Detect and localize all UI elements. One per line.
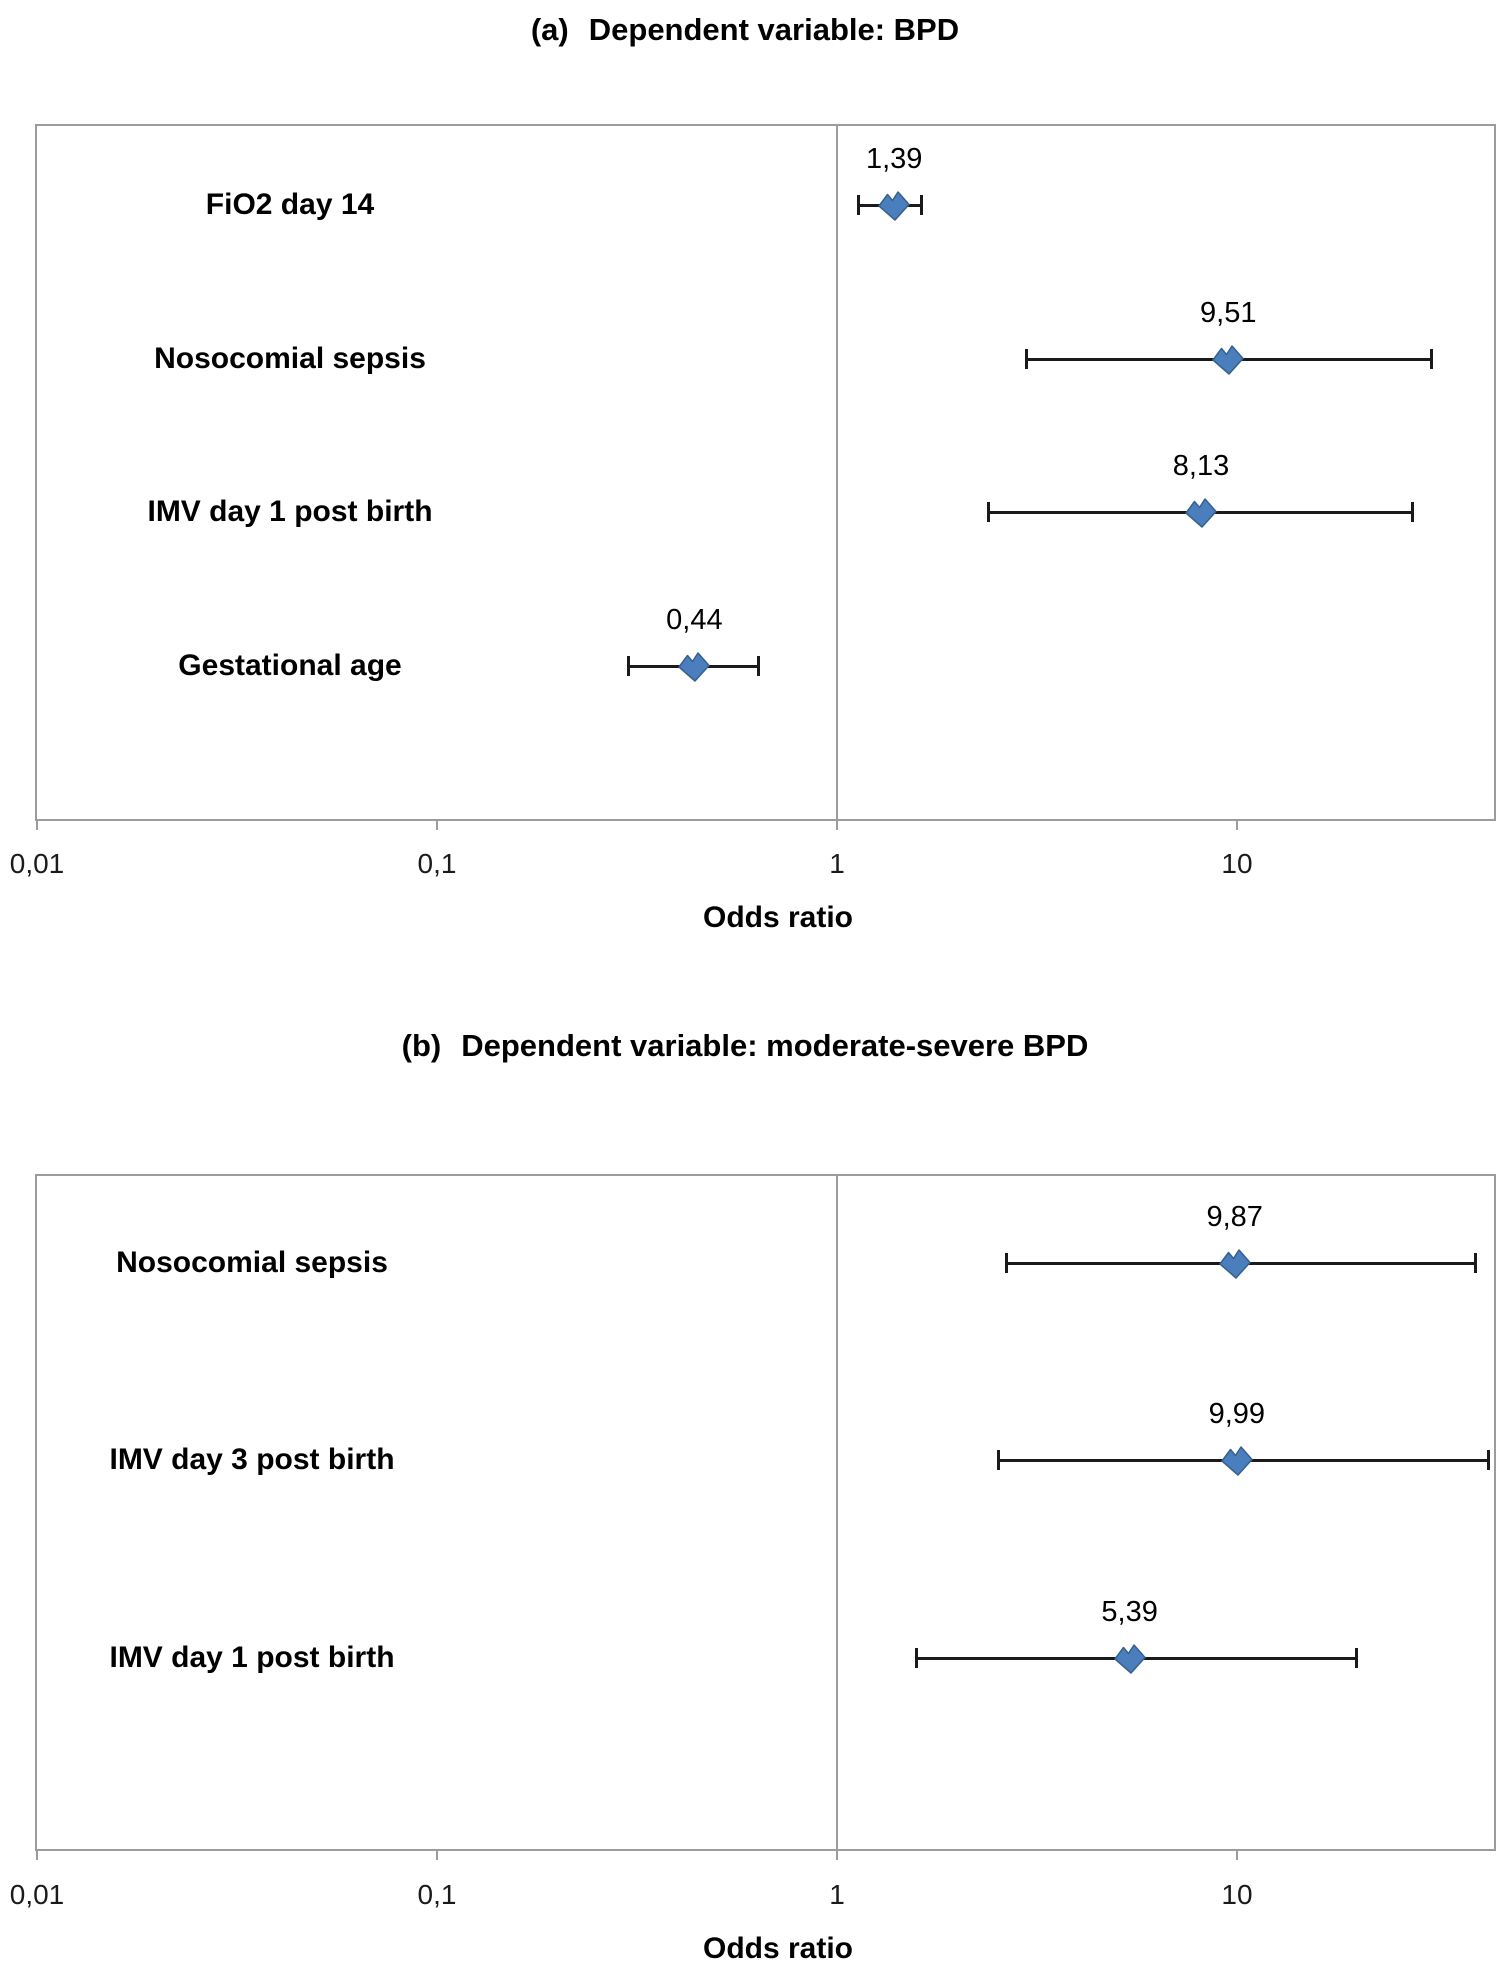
odds-ratio-value-label: 0,44 — [666, 604, 723, 636]
odds-ratio-value-label: 5,39 — [1101, 1596, 1158, 1628]
odds-ratio-value-label: 9,99 — [1208, 1398, 1266, 1430]
x-axis-tick-label: 10 — [1221, 1879, 1253, 1910]
panel-b-title: (b) Dependent variable: moderate-severe B… — [35, 1028, 1455, 1064]
panel-a-refline-or-1 — [836, 124, 838, 821]
panel-b-refline-or-1 — [836, 1174, 838, 1851]
ci-cap-left — [626, 656, 630, 676]
ci-cap-left — [857, 195, 861, 215]
x-axis-tick — [436, 819, 438, 830]
panel-b-plot-box — [35, 1174, 1496, 1851]
odds-ratio-value-label: 9,51 — [1200, 297, 1257, 329]
panel-a-title-text: Dependent variable: BPD — [588, 12, 960, 47]
odds-ratio-value-label: 8,13 — [1172, 450, 1230, 482]
panel-b-title-text: Dependent variable: moderate-severe BPD — [461, 1028, 1089, 1063]
x-axis-tick-label: 0,01 — [9, 848, 65, 879]
x-axis-tick-label: 1 — [829, 848, 845, 879]
diamond-shape — [1113, 1644, 1146, 1674]
odds-ratio-value-label: 9,87 — [1206, 1201, 1263, 1233]
diamond-shape — [678, 652, 711, 682]
x-axis-tick — [836, 819, 838, 830]
panel-a-x-axis-title: Odds ratio — [702, 901, 853, 934]
diamond-shape — [1185, 498, 1217, 528]
diamond-shape — [1221, 1446, 1253, 1476]
ci-cap-left — [1004, 1253, 1008, 1273]
ci-cap-right — [757, 656, 761, 676]
category-label: Nosocomial sepsis — [116, 1246, 388, 1279]
x-axis-tick — [836, 1849, 838, 1860]
x-axis-tick — [36, 819, 38, 830]
odds-ratio-diamond-marker — [1212, 345, 1245, 375]
category-label: IMV day 1 post birth — [147, 495, 433, 528]
odds-ratio-diamond-marker — [1185, 498, 1217, 528]
x-axis-tick-label: 10 — [1221, 848, 1253, 879]
category-label: FiO2 day 14 — [205, 188, 375, 221]
panel-a-title-prefix: (a) — [530, 12, 569, 47]
x-axis-tick-label: 0,1 — [417, 1879, 457, 1910]
diamond-shape — [878, 191, 910, 221]
ci-cap-left — [1025, 349, 1029, 369]
x-axis-tick — [1236, 819, 1238, 830]
panel-a-plot-box — [35, 124, 1496, 821]
panel-b-x-axis-title: Odds ratio — [702, 1932, 853, 1965]
category-label: Nosocomial sepsis — [154, 342, 426, 375]
diamond-shape — [1212, 345, 1245, 375]
odds-ratio-diamond-marker — [678, 652, 711, 682]
ci-cap-right — [1410, 502, 1414, 522]
category-label: IMV day 3 post birth — [109, 1443, 395, 1476]
category-label: IMV day 1 post birth — [109, 1641, 395, 1674]
x-axis-tick — [36, 1849, 38, 1860]
ci-cap-right — [919, 195, 923, 215]
odds-ratio-value-label: 1,39 — [865, 143, 923, 175]
ci-cap-right — [1486, 1450, 1490, 1470]
category-label: Gestational age — [178, 649, 402, 682]
ci-cap-left — [915, 1648, 919, 1668]
ci-cap-right — [1354, 1648, 1358, 1668]
ci-cap-right — [1473, 1253, 1477, 1273]
x-axis-tick-label: 1 — [829, 1879, 845, 1910]
odds-ratio-diamond-marker — [1218, 1249, 1251, 1279]
odds-ratio-diamond-marker — [1113, 1644, 1146, 1674]
x-axis-tick — [436, 1849, 438, 1860]
panel-a-title: (a) Dependent variable: BPD — [35, 12, 1455, 48]
ci-cap-right — [1429, 349, 1433, 369]
diamond-shape — [1218, 1249, 1251, 1279]
ci-cap-left — [986, 502, 990, 522]
x-axis-tick-label: 0,1 — [417, 848, 457, 879]
odds-ratio-diamond-marker — [878, 191, 910, 221]
x-axis-tick-label: 0,01 — [9, 1879, 65, 1910]
panel-b-title-prefix: (b) — [401, 1028, 442, 1063]
ci-cap-left — [997, 1450, 1001, 1470]
odds-ratio-diamond-marker — [1221, 1446, 1253, 1476]
x-axis-tick — [1236, 1849, 1238, 1860]
